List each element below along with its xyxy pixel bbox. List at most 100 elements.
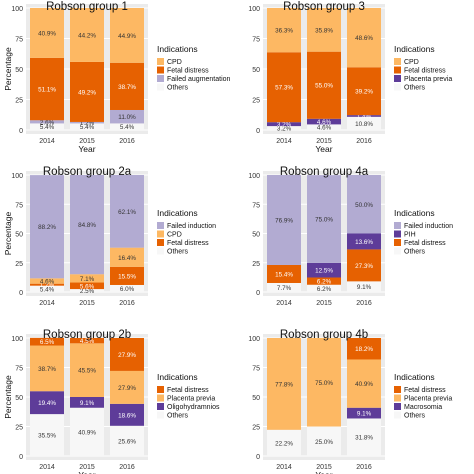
ytick-label: 100 [11,336,23,343]
legend-title: Indications [157,44,198,54]
data-label: 25.0% [315,439,333,446]
y-axis-label: Percentage [3,375,13,419]
bar-segment [307,284,341,292]
ytick-label: 100 [11,6,23,13]
xtick-label: 2015 [79,138,95,145]
data-label: 55.0% [315,83,333,90]
data-label: 9.1% [357,411,372,418]
y-axis-label: Percentage [3,211,13,255]
ytick-label: 75 [252,202,260,209]
xtick-label: 2014 [39,300,55,307]
data-label: 27.3% [355,263,373,270]
ytick-label: 50 [252,232,260,239]
data-label: 15.5% [118,273,136,280]
ytick-label: 75 [252,37,260,44]
xtick-label: 2014 [276,300,292,307]
legend-title: Indications [157,372,198,382]
bar-segment [30,337,64,346]
ytick-label: 50 [15,232,23,239]
bar-segment [30,278,64,284]
legend-swatch [394,403,401,410]
bar-segment [110,403,144,426]
data-label: 76.9% [275,217,293,224]
bar-segment [30,120,64,124]
ytick-label: 0 [256,128,260,135]
data-label: 7.1% [80,276,95,283]
legend-swatch [157,394,164,402]
ytick-label: 100 [248,6,260,13]
legend-label: Fetal distress [404,68,446,75]
legend-label: Macrosomia [404,404,442,411]
legend-swatch [157,239,164,246]
legend-swatch [394,66,401,74]
ytick-label: 50 [15,395,23,402]
data-label: 51.1% [38,87,56,94]
data-label: 84.8% [78,222,96,229]
bar-segment [307,124,341,130]
bar-segment [30,57,64,121]
bar-segment [70,407,104,456]
xtick-label: 2016 [356,138,372,145]
legend-title: Indications [394,44,435,54]
bar-segment [110,425,144,456]
data-label: 1.4% [357,113,372,120]
xtick-label: 2014 [276,138,292,145]
legend-label: Placenta previa [167,396,215,403]
bar-segment [347,338,381,360]
ytick-label: 100 [248,336,260,343]
legend-label: CPD [404,59,419,66]
legend-label: CPD [167,59,182,66]
bar-segment [30,283,64,286]
data-label: 40.9% [38,30,56,37]
bar-segment [307,51,341,119]
panel-title: Robson group 1 [46,1,128,13]
legend-label: Fetal distress [167,68,209,75]
data-label: 62.1% [118,209,136,216]
legend-swatch [394,394,401,402]
bar-segment [307,426,341,456]
xtick-label: 2015 [316,300,332,307]
x-axis-label: Year [78,144,95,154]
bar-segment [347,418,381,456]
panel-title: Robson group 4b [280,329,368,341]
ytick-label: 0 [256,290,260,297]
legend-title: Indications [157,208,198,218]
data-label: 1.2% [80,120,95,127]
legend-swatch [394,239,401,246]
legend-swatch [157,66,164,74]
ytick-label: 75 [15,202,23,209]
data-label: 18.6% [118,412,136,419]
panel-title: Robson group 2b [43,329,131,341]
bar-segment [347,116,381,130]
bar-segment [307,175,341,263]
data-label: 25.6% [118,438,136,445]
data-label: 5.4% [40,124,55,131]
bar-segment [347,67,381,116]
ytick-label: 100 [248,173,260,180]
legend-label: Fetal distress [404,240,446,247]
data-label: 15.4% [275,271,293,278]
xtick-label: 2014 [39,138,55,145]
ytick-label: 25 [15,425,23,432]
legend-label: Others [404,413,426,420]
ytick-label: 50 [15,67,23,74]
xtick-label: 2015 [79,464,95,471]
bar-segment [267,8,301,53]
legend-label: Others [167,413,189,420]
bar-segment [110,109,144,124]
bar-segment [30,8,64,58]
bar-segment [267,338,301,430]
data-label: 4.6% [40,279,55,286]
bar-segment [70,282,104,290]
data-label: 11.0% [118,114,136,121]
bar-segment [30,414,64,456]
ytick-label: 25 [15,98,23,105]
bar-segment [30,391,64,415]
data-label: 44.2% [78,32,96,39]
data-label: 45.5% [78,368,96,375]
legend-title: Indications [394,372,435,382]
legend-label: Failed induction [167,223,216,230]
data-label: 35.5% [38,433,56,440]
xtick-label: 2014 [276,464,292,471]
legend-label: Others [404,85,426,92]
